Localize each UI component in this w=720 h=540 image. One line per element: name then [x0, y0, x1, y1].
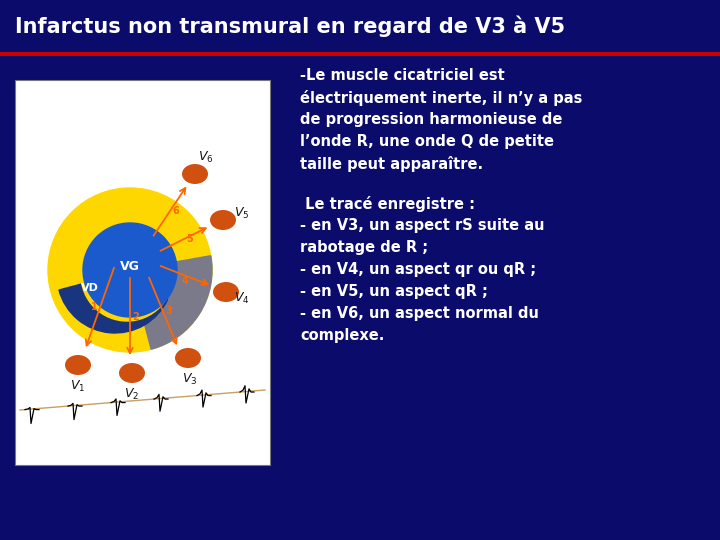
Text: $V_2$: $V_2$ [125, 387, 140, 402]
Bar [0, 0, 720, 52]
Wedge shape [59, 275, 168, 333]
Ellipse shape [119, 363, 145, 383]
Wedge shape [142, 256, 212, 349]
Text: l’onde R, une onde Q de petite: l’onde R, une onde Q de petite [300, 134, 554, 149]
Text: $V_4$: $V_4$ [234, 291, 250, 306]
Ellipse shape [213, 282, 239, 302]
Text: 3: 3 [166, 307, 172, 316]
Text: 5: 5 [186, 234, 194, 244]
Text: Le tracé enregistre :: Le tracé enregistre : [300, 196, 475, 212]
Text: VG: VG [120, 260, 140, 273]
Circle shape [83, 223, 177, 317]
Text: 1: 1 [91, 302, 97, 313]
Text: -Le muscle cicatriciel est: -Le muscle cicatriciel est [300, 68, 505, 83]
Text: de progression harmonieuse de: de progression harmonieuse de [300, 112, 562, 127]
Text: taille peut apparaître.: taille peut apparaître. [300, 156, 483, 172]
Ellipse shape [182, 164, 208, 184]
Circle shape [81, 229, 173, 321]
Text: électriquement inerte, il n’y a pas: électriquement inerte, il n’y a pas [300, 90, 582, 106]
Text: - en V3, un aspect rS suite au: - en V3, un aspect rS suite au [300, 218, 544, 233]
Bar [15, 80, 270, 465]
Ellipse shape [175, 348, 201, 368]
Text: Infarctus non transmural en regard de V3 à V5: Infarctus non transmural en regard de V3… [15, 15, 565, 37]
Text: - en V6, un aspect normal du: - en V6, un aspect normal du [300, 306, 539, 321]
Text: $V_1$: $V_1$ [71, 379, 86, 394]
Ellipse shape [210, 210, 236, 230]
Text: rabotage de R ;: rabotage de R ; [300, 240, 428, 255]
Text: complexe.: complexe. [300, 328, 384, 343]
Bar [0, 52, 720, 56]
Text: - en V5, un aspect qR ;: - en V5, un aspect qR ; [300, 284, 488, 299]
Circle shape [48, 188, 212, 352]
Text: 4: 4 [181, 276, 189, 287]
Text: 2: 2 [132, 312, 140, 321]
Text: VD: VD [81, 283, 99, 293]
Ellipse shape [65, 355, 91, 375]
Text: $V_6$: $V_6$ [198, 150, 214, 165]
Text: 6: 6 [173, 206, 179, 216]
Text: $V_5$: $V_5$ [234, 205, 250, 220]
Text: $V_3$: $V_3$ [182, 372, 198, 387]
Text: - en V4, un aspect qr ou qR ;: - en V4, un aspect qr ou qR ; [300, 262, 536, 277]
